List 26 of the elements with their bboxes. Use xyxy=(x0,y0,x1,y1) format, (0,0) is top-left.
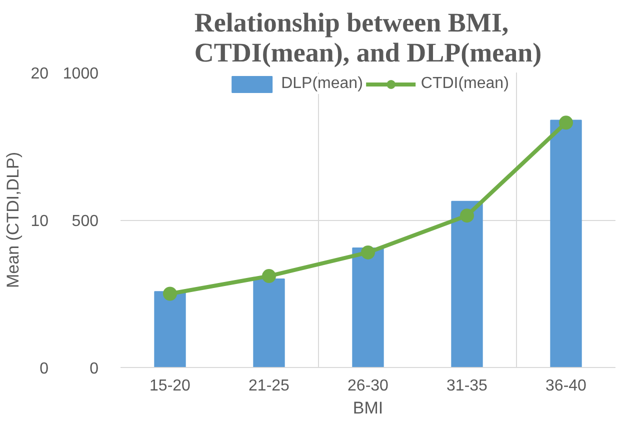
legend-label: DLP(mean) xyxy=(281,75,363,93)
bar xyxy=(154,291,186,368)
x-axis-title: BMI xyxy=(352,398,384,418)
bar xyxy=(451,200,483,368)
legend-label: CTDI(mean) xyxy=(420,75,509,93)
point xyxy=(559,116,573,130)
x-tick-label: 21-25 xyxy=(248,378,290,394)
y2-tick-label: 1000 xyxy=(62,66,99,82)
x-tick-label: 36-40 xyxy=(546,378,587,394)
x-tick-label: 15-20 xyxy=(150,378,191,394)
bar xyxy=(352,248,384,368)
x-tick-label: 31-35 xyxy=(446,378,488,394)
y-axis-title: Mean (CTDI,DLP) xyxy=(4,152,23,288)
x-tick-label: 26-30 xyxy=(348,378,389,394)
y-tick-label: 0 xyxy=(40,360,49,378)
point xyxy=(460,208,474,223)
bar xyxy=(253,278,285,368)
y2-tick-label: 0 xyxy=(90,360,99,378)
bar xyxy=(550,120,582,368)
chart-title: Relationship between BMI, CTDI(mean), and DLP(mean) xyxy=(194,8,542,68)
point xyxy=(361,245,375,260)
y-tick-label: 10 xyxy=(30,213,49,230)
y-tick-label: 20 xyxy=(30,66,49,82)
point xyxy=(262,269,276,284)
y2-tick-label: 500 xyxy=(72,213,99,230)
point xyxy=(163,286,177,301)
